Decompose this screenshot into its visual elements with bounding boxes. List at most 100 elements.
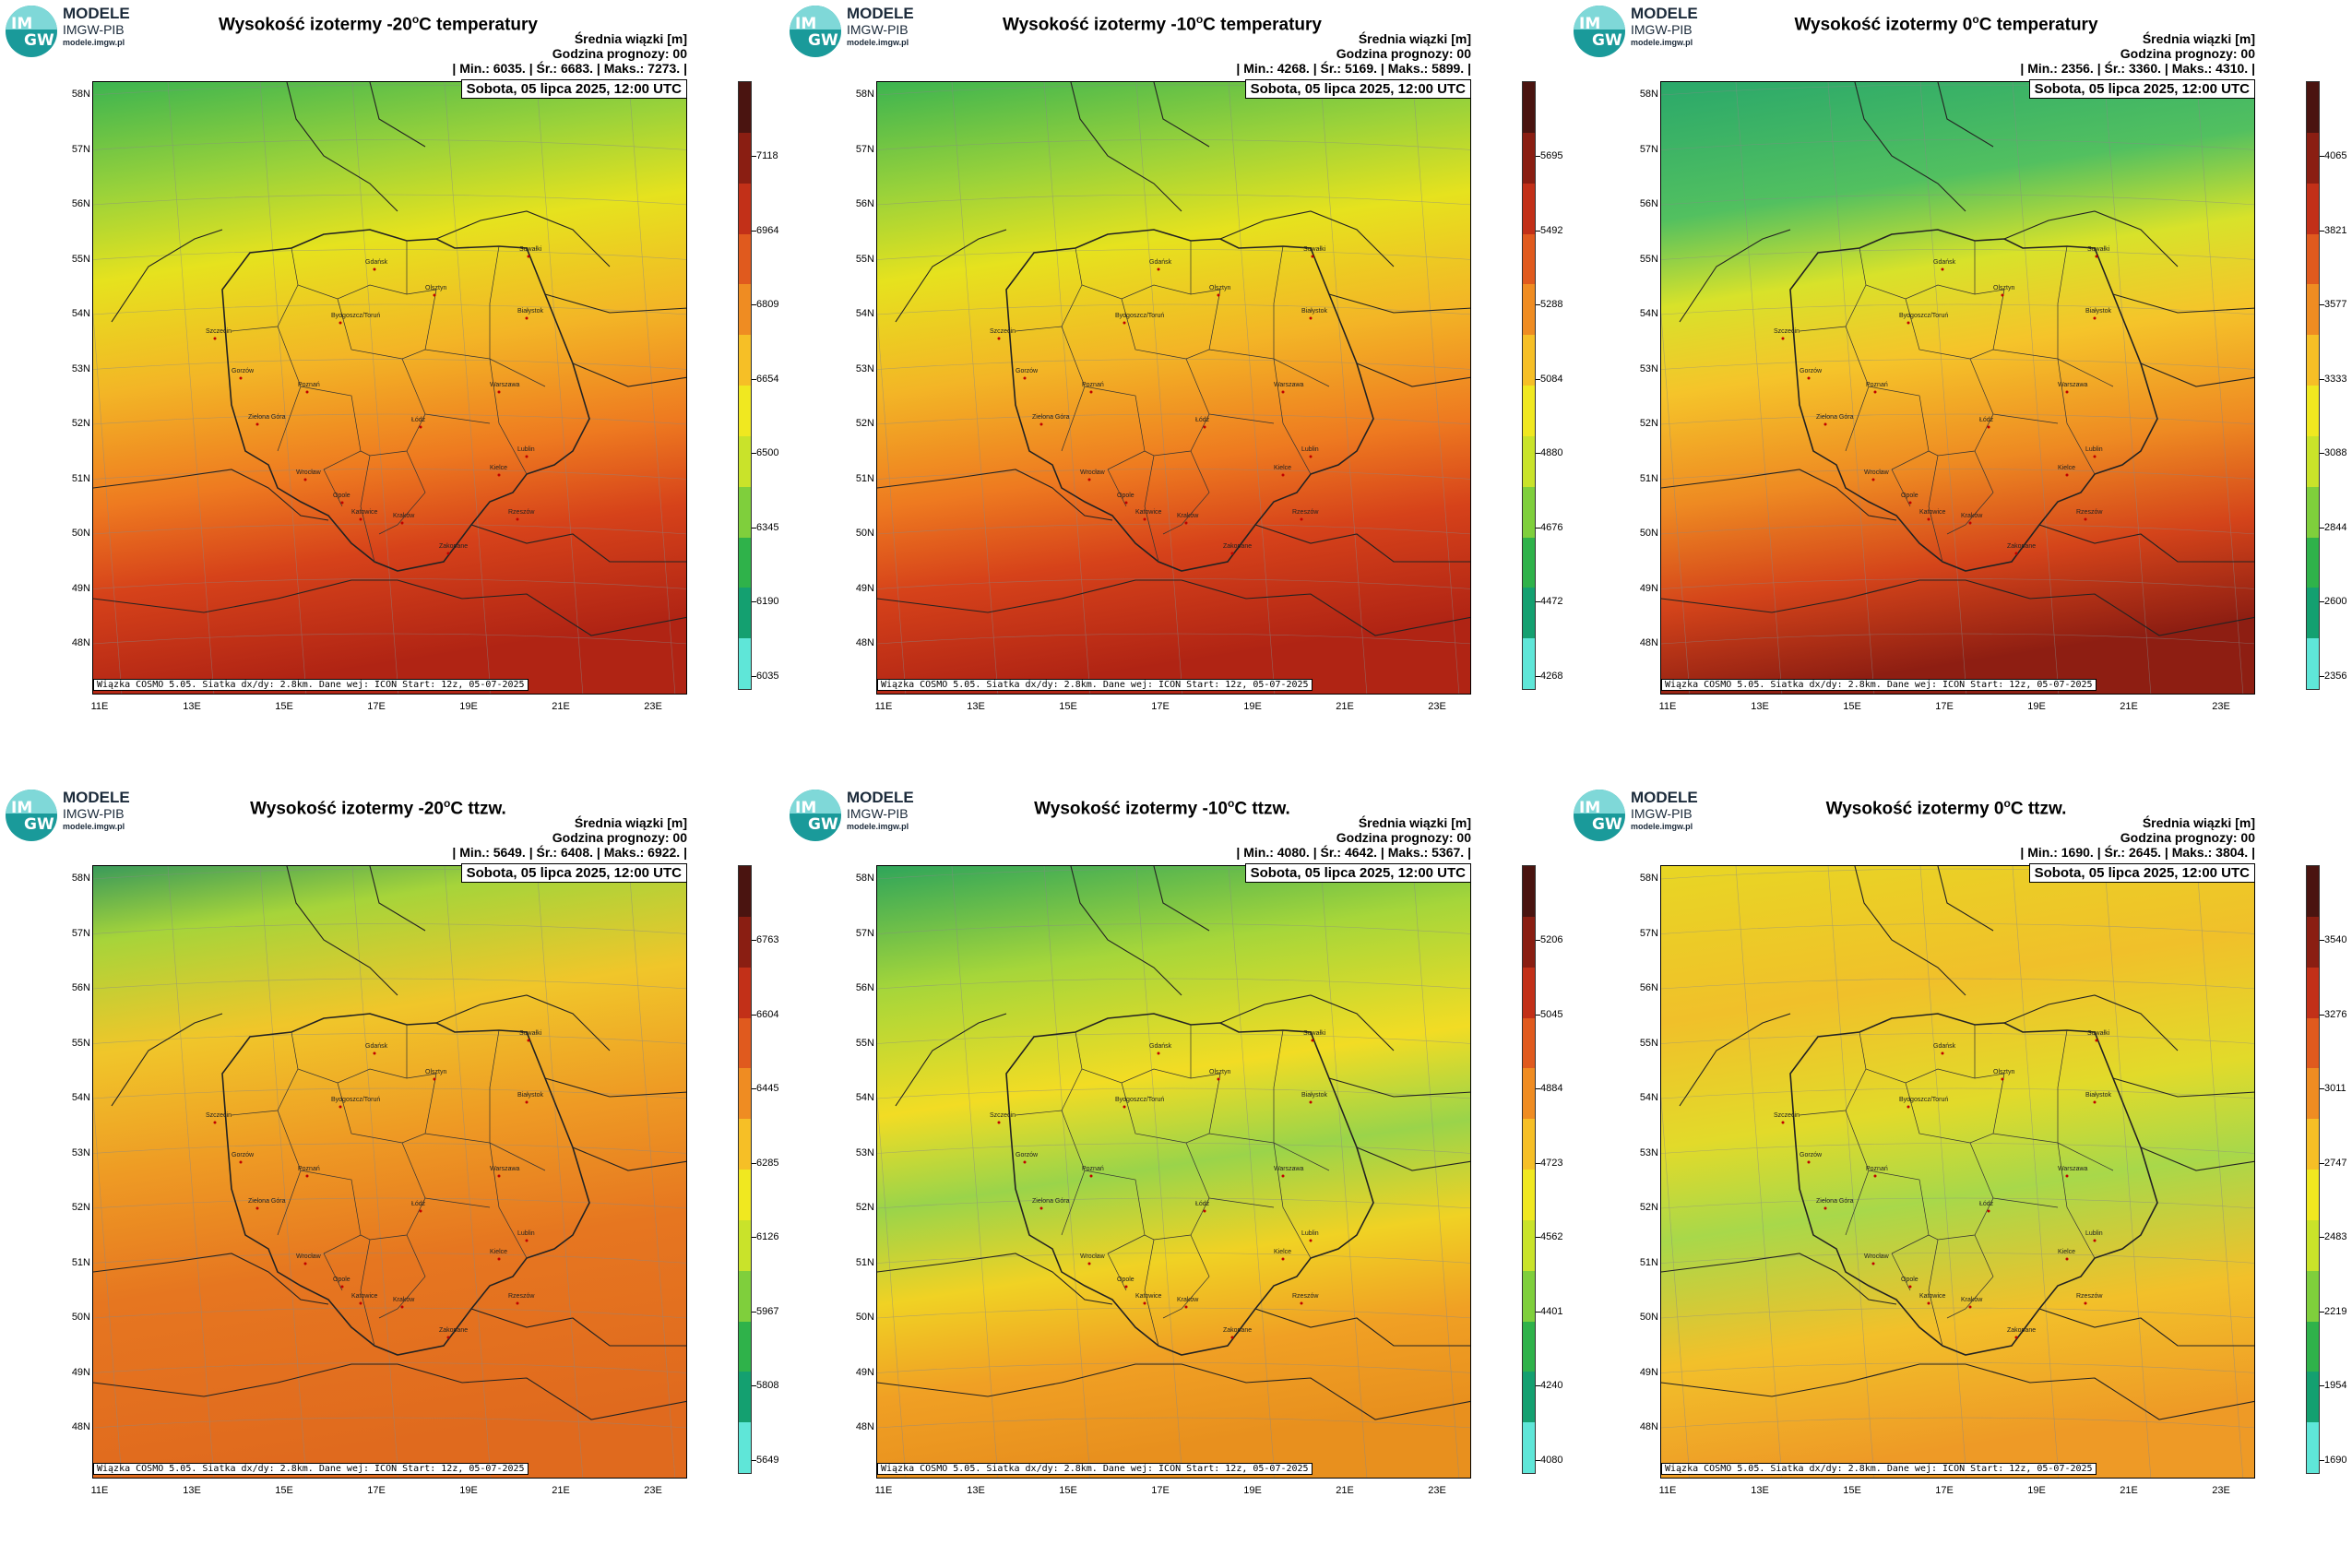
valid-time-box: Sobota, 05 lipca 2025, 12:00 UTC xyxy=(2028,79,2255,99)
city-dot xyxy=(1184,521,1188,525)
voivodeship-borders xyxy=(231,241,546,563)
model-info-footnote: Wiązka COSMO 5.05. Siatka dx/dy: 2.8km. … xyxy=(1661,679,2097,691)
city-label: Olsztyn xyxy=(1993,1069,2014,1075)
city-label: Lublin xyxy=(517,446,535,453)
colorbar-tick-label: 7118 xyxy=(756,150,778,161)
lat-tick-label: 56N xyxy=(71,198,90,209)
colorbar-tick-label: 1690 xyxy=(2324,1454,2347,1466)
title-suffix: C ttzw. xyxy=(2010,799,2067,819)
brand-url: modele.imgw.pl xyxy=(1631,822,1693,831)
lon-tick-label: 17E xyxy=(1151,1485,1170,1496)
field-shading xyxy=(877,866,1470,1478)
city-label: Bydgoszcz/Toruń xyxy=(1115,1097,1164,1103)
city-label: Kielce xyxy=(1274,1249,1291,1255)
lon-tick-label: 15E xyxy=(1843,701,1861,712)
city-dot xyxy=(2014,1336,2018,1339)
stats-values: | Min.: 6035. | Śr.: 6683. | Maks.: 7273… xyxy=(452,61,687,76)
colorbar-tick-mark xyxy=(752,675,756,677)
logo-top-text: IM xyxy=(1579,799,1601,817)
lat-tick-label: 52N xyxy=(1639,1202,1658,1213)
colorbar-tick-mark xyxy=(752,1311,756,1313)
colorbar xyxy=(2306,865,2320,1474)
lat-tick-label: 49N xyxy=(1639,582,1658,594)
map-area: Gdańsk Suwałki Olsztyn Białystok Szczecin Byd… xyxy=(1660,81,2255,695)
lon-tick-label: 17E xyxy=(1935,701,1954,712)
lon-tick-label: 17E xyxy=(367,701,386,712)
city-label: Opole xyxy=(1901,1277,1918,1283)
colorbar-segment xyxy=(739,183,751,234)
city-label: Poznań xyxy=(298,382,320,388)
colorbar-tick-mark xyxy=(2320,675,2324,677)
colorbar-tick-mark xyxy=(752,1162,756,1164)
city-dot xyxy=(1871,1262,1875,1265)
title-degree: o xyxy=(2003,797,2011,810)
lat-tick-label: 55N xyxy=(1639,1037,1658,1049)
model-info-footnote: Wiązka COSMO 5.05. Siatka dx/dy: 2.8km. … xyxy=(877,1463,1313,1475)
stats-block: Średnia wiązki [m] Godzina prognozy: 00 | … xyxy=(452,31,687,76)
city-label: Warszawa xyxy=(2058,1166,2088,1172)
city-label: Gorzów xyxy=(232,1152,255,1158)
map-panel: IM GW MODELE IMGW-PIB modele.imgw.pl Wysokość… xyxy=(1568,0,2352,784)
brand-org: IMGW-PIB xyxy=(1631,22,1693,37)
lon-tick-label: 11E xyxy=(874,1485,893,1496)
title-degree: o xyxy=(411,13,420,26)
city-dot xyxy=(997,337,1001,340)
voivodeship-borders xyxy=(1015,241,1330,563)
city-label: Katowice xyxy=(1919,1293,1946,1300)
brand-org: IMGW-PIB xyxy=(847,22,909,37)
lat-tick-label: 55N xyxy=(855,253,874,265)
colorbar-tick-label: 6654 xyxy=(756,373,779,385)
colorbar-segment xyxy=(739,1118,751,1170)
stats-label: Średnia wiązki [m] xyxy=(574,815,687,830)
colorbar-segment xyxy=(1523,1017,1535,1069)
lat-tick-label: 51N xyxy=(71,472,90,484)
colorbar-tick-mark xyxy=(1536,1014,1540,1016)
panel-title: Wysokość izotermy -20oC ttzw. xyxy=(148,797,609,819)
title-main: Wysokość izotermy -10 xyxy=(1003,15,1196,35)
city-dot xyxy=(2084,517,2087,521)
brand-org: IMGW-PIB xyxy=(63,806,125,821)
city-label: Szczecin xyxy=(206,1112,232,1119)
lon-tick-label: 11E xyxy=(874,701,893,712)
colorbar-tick-mark xyxy=(752,1385,756,1386)
city-dot xyxy=(305,390,309,394)
brand-name: MODELE xyxy=(63,789,130,806)
colorbar-segment xyxy=(1523,1270,1535,1322)
imgw-logo-icon: IM GW xyxy=(1574,790,1625,841)
city-dot xyxy=(2095,255,2098,258)
city-label: Zielona Góra xyxy=(248,1198,286,1205)
brand-url: modele.imgw.pl xyxy=(63,822,125,831)
city-label: Gorzów xyxy=(1016,368,1039,374)
valid-time-box: Sobota, 05 lipca 2025, 12:00 UTC xyxy=(460,863,687,883)
city-label: Gorzów xyxy=(1800,1152,1823,1158)
city-label: Wrocław xyxy=(1080,1253,1106,1260)
lon-tick-label: 13E xyxy=(1751,701,1769,712)
colorbar-tick-mark xyxy=(2320,304,2324,305)
stats-block: Średnia wiązki [m] Godzina prognozy: 00 | … xyxy=(452,815,687,860)
colorbar-tick-label: 2844 xyxy=(2324,521,2347,533)
colorbar-tick-mark xyxy=(752,527,756,529)
city-dot xyxy=(2014,552,2018,555)
colorbar-tick-label: 5045 xyxy=(1540,1008,1563,1020)
city-dot xyxy=(239,1160,243,1164)
colorbar-segment xyxy=(739,1321,751,1372)
colorbar-segment xyxy=(2307,1067,2319,1120)
title-degree: o xyxy=(1195,13,1204,26)
stats-label: Średnia wiązki [m] xyxy=(2142,31,2255,46)
lon-tick-label: 21E xyxy=(552,1485,570,1496)
logo-cap xyxy=(790,6,841,30)
colorbar-tick-label: 4240 xyxy=(1540,1380,1563,1391)
city-dot xyxy=(1309,316,1313,320)
brand-name: MODELE xyxy=(1631,5,1698,22)
colorbar-tick-label: 3540 xyxy=(2324,934,2347,945)
title-degree: o xyxy=(443,797,451,810)
city-dot xyxy=(1123,321,1126,325)
city-label: Zakopane xyxy=(1223,1327,1252,1334)
city-label: Opole xyxy=(1117,493,1134,499)
city-label: Łódź xyxy=(1979,1201,1994,1207)
colorbar-segment xyxy=(2307,1017,2319,1069)
lon-tick-label: 13E xyxy=(183,1485,201,1496)
city-dot xyxy=(516,1301,519,1305)
city-dot xyxy=(373,267,376,271)
city-dot xyxy=(1781,1121,1785,1124)
